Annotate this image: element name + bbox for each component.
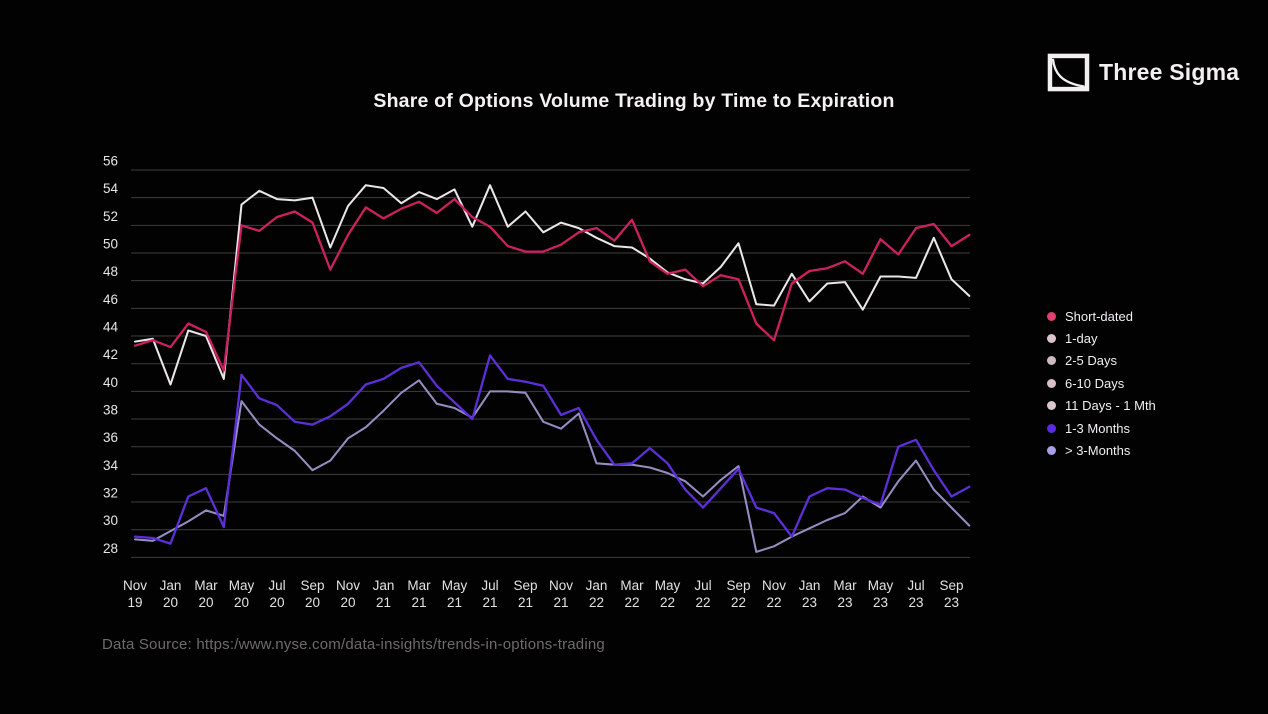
x-axis-label-month: Sep [300, 578, 324, 593]
x-axis-label-year: 22 [731, 595, 746, 610]
x-axis-label-month: May [442, 578, 468, 593]
x-axis-label-year: 21 [518, 595, 533, 610]
y-axis-grid: 56 54 52 50 48 46 44 42 40 38 36 34 32 30 28 [103, 154, 970, 558]
x-axis-label-year: 20 [163, 595, 178, 610]
x-axis-label-year: 20 [305, 595, 320, 610]
legend-swatch-icon [1047, 446, 1056, 456]
x-axis-label-month: Sep [513, 578, 537, 593]
series-line-11-days-1-mth [133, 184, 971, 386]
x-axis-label-month: Jan [160, 578, 182, 593]
legend-swatch-icon [1047, 378, 1056, 388]
x-axis-label-month: Mar [833, 578, 857, 593]
legend-item-label: 1-day [1065, 331, 1098, 347]
y-axis-label: 54 [103, 181, 119, 196]
legend-item-label: 1-3 Months [1065, 420, 1131, 436]
legend-item-label: Short-dated [1065, 308, 1133, 324]
x-axis-label-month: May [655, 578, 681, 593]
x-axis-label-month: Jan [586, 578, 608, 593]
series-line-short-dated [133, 197, 971, 372]
data-source-text: Data Source: https:/www.nyse.com/data-in… [102, 636, 605, 653]
legend-item: 1-3 Months [1047, 417, 1156, 439]
x-axis-label-year: 22 [660, 595, 675, 610]
x-axis-label-year: 22 [766, 595, 781, 610]
x-axis-label-year: 22 [695, 595, 710, 610]
chart-title: Share of Options Volume Trading by Time … [373, 90, 895, 112]
legend-swatch-icon [1047, 401, 1056, 411]
series-line--3-months [133, 379, 971, 553]
legend-item: 11 Days - 1 Mth [1047, 395, 1156, 417]
y-axis-label: 50 [103, 237, 118, 252]
x-axis-label-year: 21 [411, 595, 426, 610]
legend-swatch-icon [1047, 334, 1056, 344]
y-axis-label: 44 [103, 320, 119, 335]
x-axis-label-month: Nov [123, 578, 147, 593]
legend-item-label: 11 Days - 1 Mth [1065, 398, 1156, 414]
x-axis-label-year: 23 [837, 595, 852, 610]
x-axis-label-month: Jul [694, 578, 711, 593]
series-line-1-3-months [133, 354, 971, 545]
y-axis-label: 42 [103, 347, 118, 362]
x-axis-label-month: Mar [620, 578, 644, 593]
x-axis-label-month: Jul [268, 578, 285, 593]
y-axis-label: 34 [103, 458, 119, 473]
x-axis-label-year: 20 [269, 595, 284, 610]
legend-swatch-icon [1047, 423, 1056, 433]
x-axis-label-month: Nov [336, 578, 360, 593]
y-axis-label: 32 [103, 486, 118, 501]
y-axis-label: 56 [103, 154, 118, 169]
brand-logo: Three Sigma [1047, 53, 1239, 92]
y-axis-label: 46 [103, 292, 118, 307]
legend-item: Short-dated [1047, 305, 1156, 327]
x-axis-label-year: 22 [624, 595, 639, 610]
x-axis-label-year: 21 [376, 595, 391, 610]
x-axis-label-year: 20 [340, 595, 355, 610]
y-axis-label: 52 [103, 209, 118, 224]
y-axis-label: 38 [103, 403, 118, 418]
legend-item-label: 2-5 Days [1065, 353, 1118, 369]
x-axis-label-month: Mar [194, 578, 218, 593]
legend-item: > 3-Months [1047, 439, 1156, 461]
legend-swatch-icon [1047, 356, 1056, 366]
three-sigma-logo-icon [1047, 53, 1090, 92]
chart-legend: Short-dated 1-day 2-5 Days 6-10 Days 11 Days… [1047, 305, 1156, 462]
y-axis-label: 40 [103, 375, 118, 390]
legend-item: 6-10 Days [1047, 372, 1156, 394]
x-axis-label-month: Jan [799, 578, 821, 593]
y-axis-label: 36 [103, 430, 118, 445]
x-axis-label-month: Jul [481, 578, 498, 593]
legend-swatch-icon [1047, 311, 1056, 321]
y-axis-label: 30 [103, 513, 118, 528]
x-axis-label-year: 21 [447, 595, 462, 610]
legend-item-label: > 3-Months [1065, 443, 1131, 459]
x-axis-label-year: 22 [589, 595, 604, 610]
x-axis-label-month: May [229, 578, 255, 593]
x-axis-label-year: 23 [802, 595, 817, 610]
brand-name: Three Sigma [1099, 59, 1240, 85]
x-axis-label-month: Sep [939, 578, 963, 593]
x-axis-label-year: 21 [553, 595, 568, 610]
y-axis-label: 28 [103, 541, 118, 556]
x-axis-label-month: Nov [549, 578, 573, 593]
legend-item-label: 6-10 Days [1065, 375, 1125, 391]
x-axis-label-month: Jul [907, 578, 924, 593]
x-axis-label-month: May [868, 578, 894, 593]
x-axis-label-year: 23 [908, 595, 923, 610]
x-axis-label-month: Mar [407, 578, 431, 593]
x-axis-label-year: 20 [234, 595, 249, 610]
x-axis-label-year: 19 [127, 595, 142, 610]
x-axis-labels: Nov 19 Jan 20 Mar 20 May 20 Jul 20 Sep 20 Nov 20 Jan 21… [123, 578, 964, 610]
legend-item: 1-day [1047, 327, 1156, 349]
y-axis-label: 48 [103, 264, 118, 279]
x-axis-label-year: 23 [873, 595, 888, 610]
x-axis-label-month: Nov [762, 578, 786, 593]
legend-item: 2-5 Days [1047, 350, 1156, 372]
x-axis-label-month: Sep [726, 578, 750, 593]
x-axis-label-year: 23 [944, 595, 959, 610]
x-axis-label-month: Jan [373, 578, 395, 593]
x-axis-label-year: 20 [198, 595, 213, 610]
x-axis-label-year: 21 [482, 595, 497, 610]
